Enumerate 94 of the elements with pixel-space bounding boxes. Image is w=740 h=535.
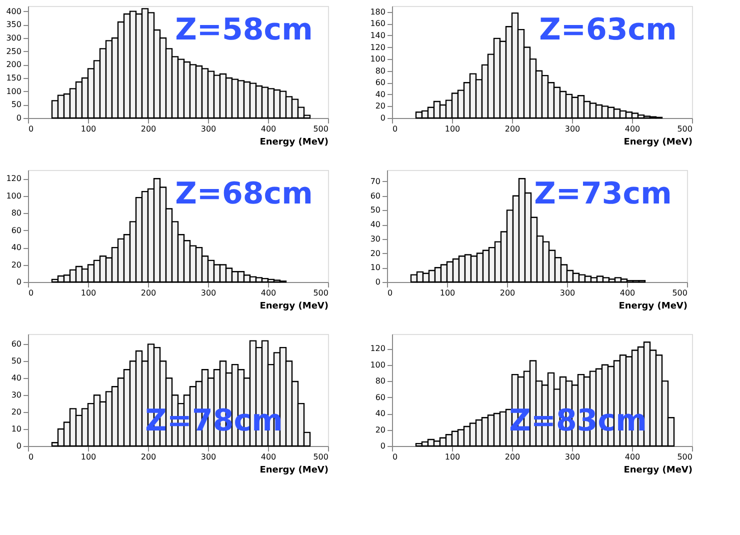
y-tick-label: 100 xyxy=(6,191,22,200)
x-tick-label: 300 xyxy=(564,124,580,134)
y-tick-label: 120 xyxy=(6,174,22,184)
y-tick-label: 50 xyxy=(11,100,22,110)
x-axis-title: Energy (MeV) xyxy=(260,138,328,148)
x-tick-label: 300 xyxy=(564,452,580,462)
y-tick-label: 60 xyxy=(375,392,386,402)
y-tick-label: 0 xyxy=(16,442,22,450)
y-tick-label: 350 xyxy=(6,20,22,30)
x-tick-label: 0 xyxy=(28,288,34,298)
y-tick-label: 100 xyxy=(370,54,386,64)
x-tick-label: 400 xyxy=(260,452,276,462)
x-tick-label: 400 xyxy=(624,124,640,134)
y-tick-label: 250 xyxy=(6,46,22,56)
y-tick-label: 20 xyxy=(375,425,386,434)
y-tick-label: 300 xyxy=(6,34,22,42)
y-tick-label: 0 xyxy=(16,114,22,122)
y-tick-label: 60 xyxy=(375,78,386,88)
x-tick-label: 200 xyxy=(140,124,156,134)
x-tick-label: 300 xyxy=(200,452,216,462)
x-tick-label: 500 xyxy=(313,124,328,134)
x-tick-label: 0 xyxy=(388,288,393,298)
y-tick-label: 160 xyxy=(370,19,386,28)
x-tick-label: 400 xyxy=(260,288,276,298)
x-axis-title: Energy (MeV) xyxy=(624,138,692,148)
y-tick-label: 10 xyxy=(11,424,22,434)
y-tick-label: 40 xyxy=(11,243,22,252)
y-tick-label: 140 xyxy=(370,30,386,40)
y-tick-label: 70 xyxy=(370,176,380,186)
x-tick-label: 200 xyxy=(504,452,520,462)
x-tick-label: 0 xyxy=(28,124,34,134)
x-tick-label: 300 xyxy=(560,288,576,298)
y-tick-label: 20 xyxy=(11,408,22,417)
x-tick-label: 100 xyxy=(80,124,96,134)
x-tick-label: 500 xyxy=(313,288,328,298)
annotation: Z=63cm xyxy=(539,12,677,48)
annotation: Z=73cm xyxy=(534,176,672,212)
x-tick-label: 400 xyxy=(624,452,640,462)
annotation: Z=58cm xyxy=(175,12,313,48)
x-tick-label: 0 xyxy=(392,452,398,462)
y-tick-label: 0 xyxy=(375,278,380,286)
x-tick-label: 300 xyxy=(200,124,216,134)
x-tick-label: 300 xyxy=(200,288,216,298)
x-tick-label: 500 xyxy=(313,452,328,462)
annotation: Z=68cm xyxy=(175,176,313,212)
y-tick-label: 100 xyxy=(370,360,386,370)
y-tick-label: 40 xyxy=(370,220,380,230)
x-tick-label: 100 xyxy=(80,452,96,462)
x-tick-label: 400 xyxy=(260,124,276,134)
y-tick-label: 200 xyxy=(6,60,22,70)
x-tick-label: 500 xyxy=(677,452,692,462)
x-axis-title: Energy (MeV) xyxy=(618,302,688,312)
x-tick-label: 100 xyxy=(444,124,460,134)
x-tick-label: 500 xyxy=(672,288,688,298)
y-tick-label: 120 xyxy=(370,42,386,52)
y-tick-label: 0 xyxy=(380,442,386,450)
x-tick-label: 200 xyxy=(500,288,516,298)
x-tick-label: 100 xyxy=(80,288,96,298)
x-tick-label: 100 xyxy=(444,452,460,462)
y-tick-label: 180 xyxy=(370,7,386,16)
x-axis-title: Energy (MeV) xyxy=(260,302,328,312)
x-axis-title: Energy (MeV) xyxy=(624,466,692,476)
y-tick-label: 150 xyxy=(6,74,22,82)
y-tick-label: 10 xyxy=(370,263,380,272)
y-tick-label: 40 xyxy=(11,374,22,383)
y-tick-label: 30 xyxy=(370,234,380,244)
y-tick-label: 80 xyxy=(375,66,386,76)
y-tick-label: 20 xyxy=(11,260,22,270)
x-tick-label: 0 xyxy=(392,124,398,134)
y-tick-label: 0 xyxy=(380,114,386,122)
x-tick-label: 200 xyxy=(140,288,156,298)
y-tick-label: 20 xyxy=(375,102,386,111)
y-tick-label: 0 xyxy=(16,278,22,286)
y-tick-label: 40 xyxy=(375,409,386,418)
y-tick-label: 50 xyxy=(370,206,380,215)
x-tick-label: 200 xyxy=(504,124,520,134)
y-tick-label: 30 xyxy=(11,390,22,400)
x-tick-label: 500 xyxy=(677,124,692,134)
x-axis-title: Energy (MeV) xyxy=(260,466,328,476)
x-tick-label: 0 xyxy=(28,452,34,462)
y-tick-label: 20 xyxy=(370,248,380,258)
x-tick-label: 100 xyxy=(440,288,456,298)
y-tick-label: 400 xyxy=(6,6,22,16)
x-tick-label: 400 xyxy=(620,288,636,298)
y-tick-label: 60 xyxy=(11,226,22,235)
y-tick-label: 100 xyxy=(6,86,22,96)
y-tick-label: 120 xyxy=(370,344,386,354)
y-tick-label: 50 xyxy=(11,356,22,366)
y-tick-label: 80 xyxy=(375,376,386,386)
y-tick-label: 60 xyxy=(11,340,22,349)
y-tick-label: 40 xyxy=(375,90,386,99)
y-tick-label: 80 xyxy=(11,208,22,218)
x-tick-label: 200 xyxy=(140,452,156,462)
y-tick-label: 60 xyxy=(370,191,380,200)
